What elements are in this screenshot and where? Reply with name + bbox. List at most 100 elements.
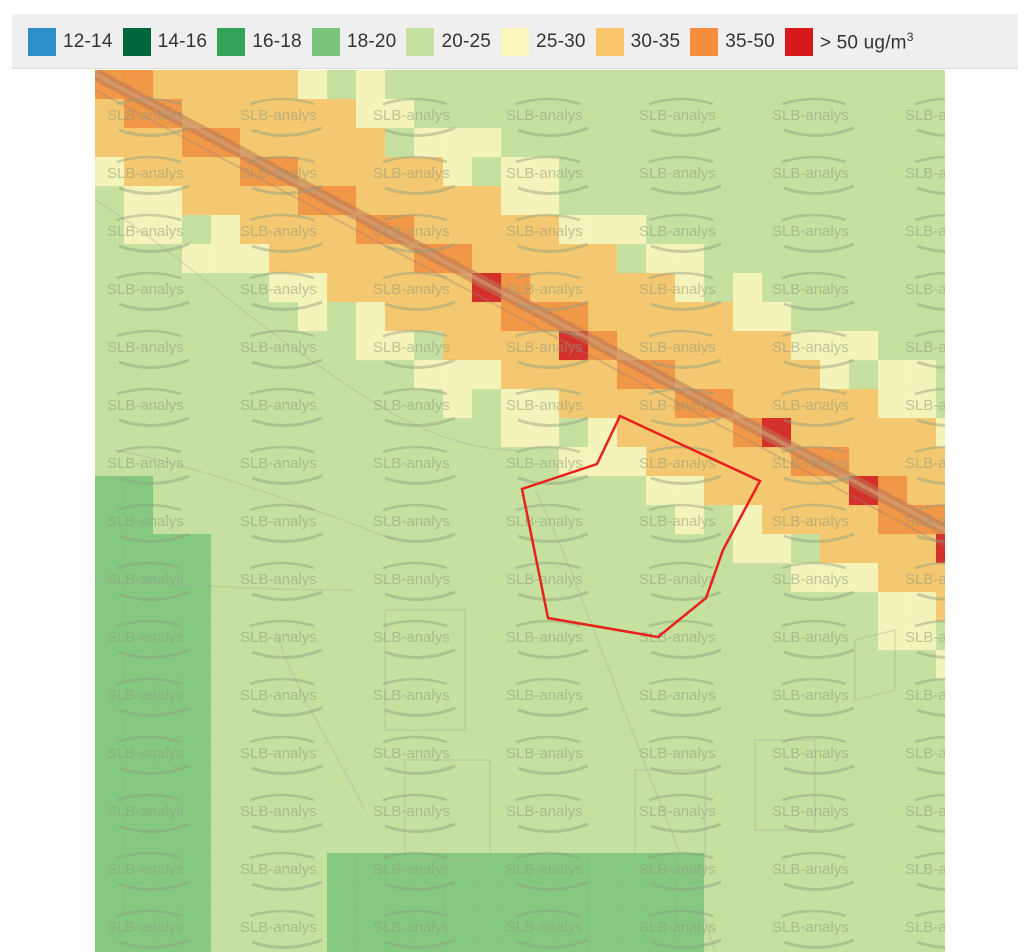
grid-cell	[820, 273, 850, 303]
grid-cell	[849, 418, 879, 448]
grid-cell	[501, 911, 531, 941]
watermark-arc	[384, 242, 456, 254]
grid-cell	[878, 244, 908, 274]
grid-cell	[559, 418, 589, 448]
grid-cell	[530, 650, 560, 680]
grid-cell	[298, 534, 328, 564]
grid-cell	[849, 766, 879, 796]
watermark-text: SLB-analys	[240, 687, 317, 704]
watermark-arc	[251, 706, 323, 718]
grid-cell	[124, 505, 154, 535]
grid-cell	[443, 882, 473, 912]
legend-item-16-18: 16-18	[217, 28, 302, 56]
grid-cell	[443, 824, 473, 854]
grid-cell	[240, 244, 270, 274]
grid-cell	[530, 273, 560, 303]
watermark-text: SLB-analys	[240, 745, 317, 762]
watermark-text: SLB-analys	[373, 861, 450, 878]
watermark-text: SLB-analys	[506, 397, 583, 414]
grid-cell	[385, 302, 415, 332]
watermark-arc	[650, 880, 722, 892]
watermark-arc	[382, 851, 448, 860]
grid-cell	[414, 650, 444, 680]
grid-cell	[849, 157, 879, 187]
grid-cell	[675, 708, 705, 738]
grid-cell	[559, 911, 589, 941]
grid-cell	[472, 476, 502, 506]
grid-cell	[269, 882, 299, 912]
grid-cell	[356, 99, 386, 129]
watermark-text: SLB-analys	[506, 281, 583, 298]
grid-cell	[443, 70, 473, 100]
watermark-arc	[916, 940, 945, 949]
watermark-arc	[118, 416, 190, 428]
grid-cell	[269, 650, 299, 680]
grid-cell	[907, 273, 937, 303]
watermark-arc	[517, 416, 589, 428]
watermark-arc	[382, 793, 448, 802]
watermark-text: SLB-analys	[772, 107, 849, 124]
grid-cell	[211, 737, 241, 767]
watermark-arc	[648, 619, 714, 628]
watermark-text: SLB-analys	[506, 107, 583, 124]
grid-cell	[617, 418, 647, 448]
grid-cell	[414, 360, 444, 390]
grid-cell	[124, 824, 154, 854]
grid-cell	[182, 621, 212, 651]
grid-cell	[646, 505, 676, 535]
study-area-boundary[interactable]	[520, 414, 762, 639]
grid-cell	[356, 447, 386, 477]
grid-cell	[675, 679, 705, 709]
grid-cell	[182, 940, 212, 952]
grid-cell	[675, 621, 705, 651]
grid-cell	[559, 824, 589, 854]
map-canvas: SLB-analys SLB-analys SLB-analys SLB-analys…	[95, 70, 945, 952]
grid-cell	[414, 621, 444, 651]
grid-cell	[849, 389, 879, 419]
grid-cell	[646, 940, 676, 952]
grid-cell	[385, 940, 415, 952]
grid-cell	[298, 882, 328, 912]
grid-cell	[443, 157, 473, 187]
pollution-map[interactable]: SLB-analys SLB-analys SLB-analys SLB-analys…	[95, 70, 945, 952]
grid-cell	[936, 940, 945, 952]
grid-cell	[269, 737, 299, 767]
grid-cell	[182, 244, 212, 274]
grid-cell	[472, 99, 502, 129]
watermark-arc	[384, 474, 456, 486]
grid-cell	[762, 505, 792, 535]
legend-label: 30-35	[630, 31, 681, 52]
grid-cell	[356, 853, 386, 883]
legend-swatch	[217, 28, 246, 56]
grid-cell	[211, 824, 241, 854]
grid-cell	[298, 389, 328, 419]
grid-cell	[559, 476, 589, 506]
watermark-arc	[650, 358, 722, 370]
grid-cell	[153, 766, 183, 796]
grid-cell	[182, 592, 212, 622]
grid-cell	[298, 940, 328, 952]
grid-cell	[646, 534, 676, 564]
grid-cell	[849, 563, 879, 593]
grid-cell	[878, 360, 908, 390]
grid-cell	[356, 940, 386, 952]
watermark-text: SLB-analys	[639, 223, 716, 240]
grid-cell	[385, 99, 415, 129]
grid-cell	[211, 186, 241, 216]
grid-cell	[124, 940, 154, 952]
grid-cell	[240, 360, 270, 390]
grid-cell	[646, 795, 676, 825]
watermark-arc	[382, 619, 448, 628]
watermark-text: SLB-analys	[905, 687, 945, 704]
grid-cell	[182, 273, 212, 303]
watermark-text: SLB-analys	[772, 861, 849, 878]
grid-cell	[791, 273, 821, 303]
grid-cell	[95, 99, 125, 129]
grid-cell	[472, 331, 502, 361]
grid-cell	[472, 157, 502, 187]
grid-cell	[704, 273, 734, 303]
grid-cell	[240, 99, 270, 129]
grid-cell	[559, 157, 589, 187]
grid-cell	[443, 940, 473, 952]
grid-cell	[907, 331, 937, 361]
